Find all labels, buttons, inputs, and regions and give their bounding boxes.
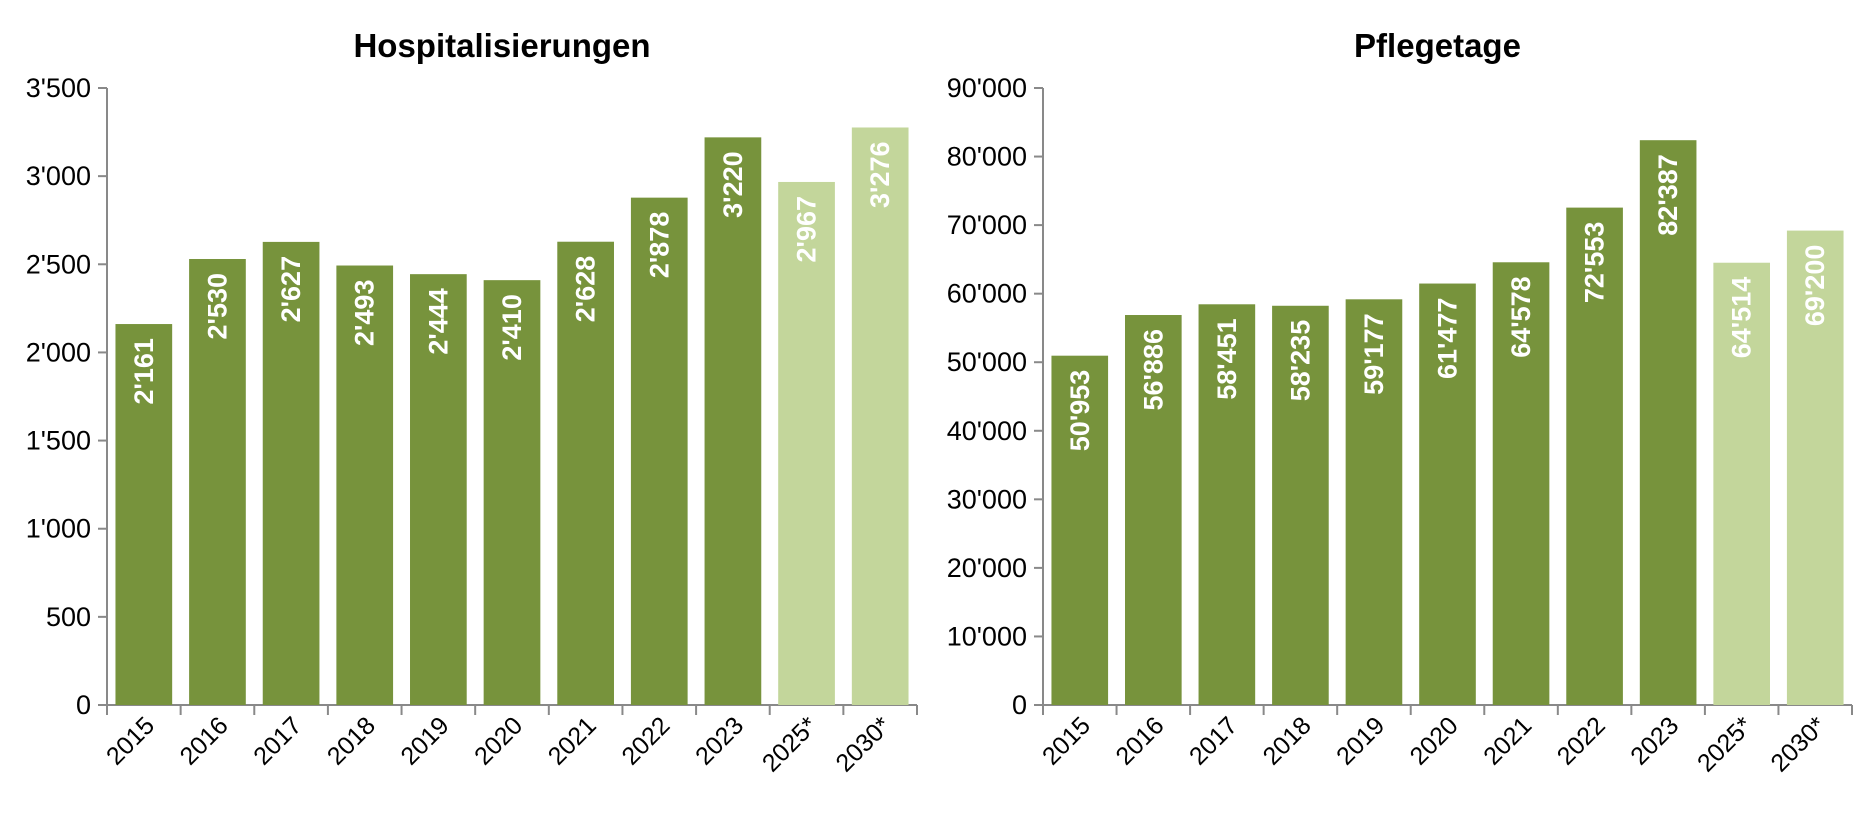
y-tick-label: 2'000: [26, 337, 91, 367]
y-tick-label: 70'000: [947, 210, 1027, 240]
bar-2015: [1051, 355, 1109, 705]
data-label: 2'967: [792, 196, 822, 262]
x-tick-label: 2022: [616, 711, 675, 770]
bar-2016: [189, 258, 246, 705]
y-tick-label: 20'000: [947, 553, 1027, 583]
data-label: 2'444: [423, 288, 453, 355]
y-tick-label: 80'000: [947, 142, 1027, 172]
hospitalisierungen-chart: Hospitalisierungen 0 500 1'000 1'500 2'000 2'5…: [26, 27, 918, 777]
data-label: 3'220: [718, 151, 748, 218]
bar-2020: [483, 280, 541, 705]
x-tick-label: 2017: [1184, 711, 1243, 770]
x-tick-label: 2019: [395, 711, 454, 770]
data-label: 2'530: [202, 273, 232, 340]
x-tick-label: 2021: [1478, 711, 1537, 770]
y-tick-label: 30'000: [947, 484, 1027, 514]
data-label: 2'493: [350, 280, 380, 347]
data-label: 2'161: [129, 338, 159, 405]
bar-2025: [1713, 262, 1770, 705]
x-tick-label: 2016: [175, 711, 234, 770]
x-tick-label: 2018: [1258, 711, 1317, 770]
x-tick-label: 2021: [543, 711, 602, 770]
y-tick-label: 90'000: [947, 73, 1027, 103]
bar-2021: [1492, 262, 1550, 705]
bar-2025: [778, 181, 835, 706]
data-label: 50'953: [1065, 370, 1095, 452]
y-tick-label: 0: [1012, 690, 1027, 720]
x-tick-label: 2030*: [830, 711, 896, 777]
bar-2021: [557, 241, 614, 706]
x-tick-label: 2020: [1405, 711, 1464, 770]
data-label: 82'387: [1653, 154, 1683, 236]
bar-2022: [1566, 207, 1623, 705]
data-label: 3'276: [865, 141, 895, 208]
bar-2022: [630, 197, 688, 705]
y-tick-label: 500: [46, 602, 91, 632]
y-tick-label: 10'000: [947, 621, 1027, 651]
x-tick-label: 2023: [1625, 711, 1684, 770]
data-label: 2'410: [497, 294, 527, 361]
x-tick-label: 2022: [1552, 711, 1611, 770]
y-tick-label: 3'000: [26, 161, 91, 191]
y-tick-label: 1'500: [26, 426, 91, 456]
x-tick-label: 2015: [101, 711, 160, 770]
x-tick-label: 2015: [1037, 711, 1096, 770]
data-label: 72'553: [1580, 222, 1610, 304]
data-label: 64'514: [1727, 277, 1757, 359]
bar-2018: [1272, 305, 1329, 705]
bar-2015: [115, 324, 173, 705]
data-label: 59'177: [1359, 313, 1389, 395]
data-label: 58'451: [1212, 318, 1242, 400]
y-tick-label: 50'000: [947, 347, 1027, 377]
y-tick-label: 60'000: [947, 279, 1027, 309]
x-tick-label: 2020: [469, 711, 528, 770]
data-label: 64'578: [1506, 276, 1536, 358]
chart-title: Hospitalisierungen: [353, 27, 650, 64]
x-tick-label: 2023: [690, 711, 749, 770]
y-tick-label: 40'000: [947, 416, 1027, 446]
bar-2016: [1125, 315, 1182, 705]
data-label: 61'477: [1433, 298, 1463, 380]
x-tick-label: 2030*: [1765, 711, 1831, 777]
pflegetage-chart: Pflegetage 0 10'000 20'000 30'000 40'000 50'00…: [947, 27, 1853, 777]
bar-2019: [410, 274, 467, 705]
bar-2018: [336, 265, 394, 705]
data-label: 2'878: [644, 212, 674, 279]
bar-2030: [1786, 230, 1844, 705]
bar-2020: [1419, 283, 1476, 705]
x-tick-label: 2025*: [757, 711, 823, 777]
y-tick-label: 2'500: [26, 249, 91, 279]
x-tick-label: 2016: [1110, 711, 1169, 770]
x-tick-label: 2017: [248, 711, 307, 770]
y-tick-label: 3'500: [26, 73, 91, 103]
data-label: 58'235: [1285, 320, 1315, 402]
data-label: 2'627: [276, 256, 306, 323]
bar-2023: [704, 137, 762, 706]
y-tick-label: 0: [76, 690, 91, 720]
bar-2023: [1639, 140, 1697, 705]
x-tick-label: 2025*: [1692, 711, 1758, 777]
bar-2030: [851, 127, 909, 706]
bar-2017: [262, 241, 320, 705]
x-tick-label: 2019: [1331, 711, 1390, 770]
data-label: 56'886: [1138, 329, 1168, 411]
data-label: 2'628: [571, 256, 601, 322]
x-tick-label: 2018: [322, 711, 381, 770]
data-label: 69'200: [1800, 245, 1830, 327]
y-tick-label: 1'000: [26, 514, 91, 544]
bar-2019: [1345, 299, 1403, 705]
chart-title: Pflegetage: [1354, 27, 1521, 64]
bar-2017: [1198, 304, 1256, 705]
